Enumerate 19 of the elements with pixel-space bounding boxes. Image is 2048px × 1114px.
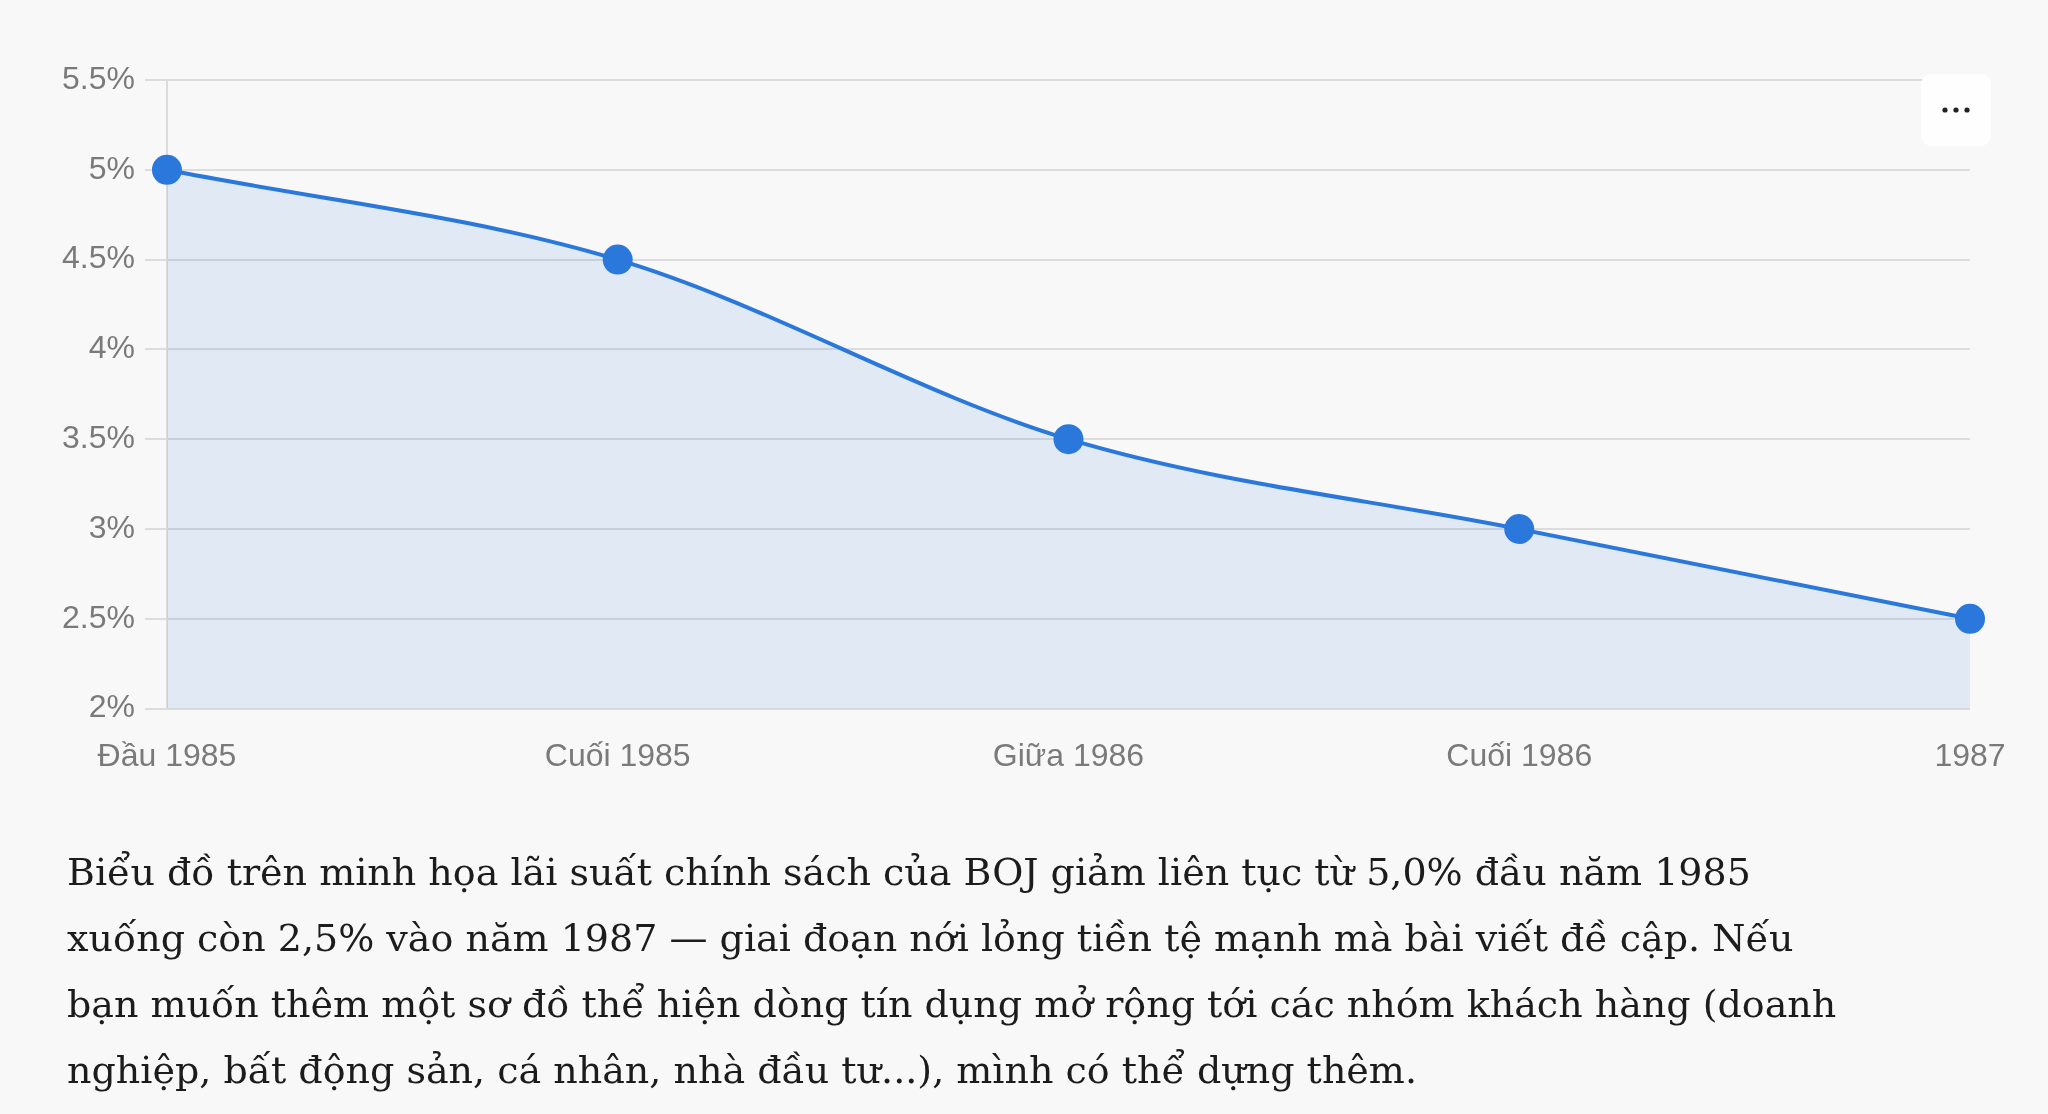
y-tick-label: 4.5% (62, 239, 135, 276)
y-tick-label: 4% (88, 329, 135, 366)
point (1504, 514, 1535, 544)
point (1955, 603, 1985, 634)
point (602, 244, 633, 275)
y-tick-label: 3% (88, 508, 135, 545)
text: Biểu đồ trên minh họa lãi suất chính sách của BOJ giảm liên tục từ 5,0% đầu năm 1985 xuống còn 2,5% vào năm 1987 — giai đoạn nới lỏng tiền tệ mạnh mà bài viết đề cập. Nếu bạn muốn thêm một sơ đồ thể hiện dòng tín dụng mở rộng tới các nhóm khách hàng (doanh nghiệp, bất động sản, cá nhân, nhà đầu tư...), mình có thể dựng thêm. (67, 849, 1837, 1094)
point (151, 154, 182, 185)
x-tick-label: Đầu 1985 (97, 736, 237, 773)
x-tick-label: Giữa 1986 (992, 736, 1145, 773)
x-tick-label: Cuối 1986 (1446, 736, 1593, 773)
y-tick-label: 2% (88, 688, 135, 725)
x-tick-label: Cuối 1985 (544, 736, 691, 773)
x-tick-label: 1987 (1934, 736, 2006, 773)
point (1053, 424, 1084, 455)
y-tick-label: 5.5% (62, 59, 135, 96)
y-tick-label: 2.5% (62, 598, 135, 635)
y-tick-label: 5% (88, 149, 135, 186)
y-tick-label: 3.5% (62, 419, 135, 456)
